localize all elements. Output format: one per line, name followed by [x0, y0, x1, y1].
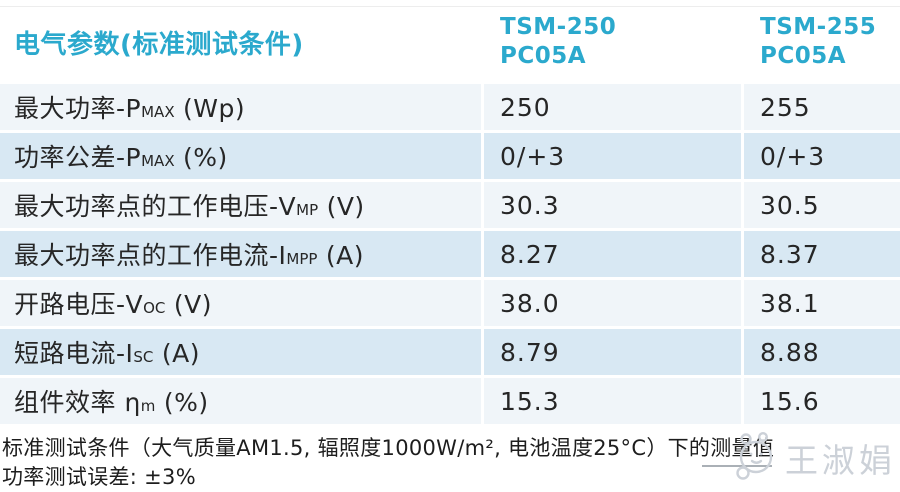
model-name: TSM-255 [760, 14, 877, 40]
tsm-255-value: 8.88 [744, 329, 900, 375]
tsm-250-value: 0/+3 [484, 133, 744, 179]
col-header-tsm-250-label: TSM-250 PC05A [500, 13, 616, 71]
footnote-line-1: 标准测试条件（大气质量AM1.5, 辐照度1000W/m², 电池温度25°C）… [2, 436, 775, 460]
tsm-250-value: 15.3 [484, 378, 744, 424]
param-label: 开路电压-VOC (V) [0, 280, 484, 326]
param-header-title: 电气参数(标准测试条件) [14, 29, 304, 60]
table-row-pmax: 最大功率-PMAX (Wp) 250 255 [0, 84, 900, 130]
table-row-tolerance: 功率公差-PMAX (%) 0/+3 0/+3 [0, 133, 900, 179]
table-header-row: 电气参数(标准测试条件) TSM-250 PC05A TSM-255 PC05A [0, 0, 900, 84]
model-name: TSM-250 [500, 14, 617, 40]
top-divider [0, 6, 900, 7]
watermark: 王淑娟 [733, 430, 896, 486]
tsm-250-value: 8.79 [484, 329, 744, 375]
table-row-voc: 开路电压-VOC (V) 38.0 38.1 [0, 280, 900, 326]
param-label: 最大功率点的工作电压-VMP (V) [0, 182, 484, 228]
tsm-255-value: 30.5 [744, 182, 900, 228]
tsm-250-value: 8.27 [484, 231, 744, 277]
param-label: 功率公差-PMAX (%) [0, 133, 484, 179]
col-header-tsm-250: TSM-250 PC05A [484, 0, 744, 84]
param-label: 短路电流-ISC (A) [0, 329, 484, 375]
footnote-rule [702, 465, 772, 467]
table-row-impp: 最大功率点的工作电流-IMPP (A) 8.27 8.37 [0, 231, 900, 277]
footnote-line-2: 功率测试误差: ±3% [2, 465, 196, 489]
param-header-cell: 电气参数(标准测试条件) [0, 0, 484, 84]
tsm-255-value: 0/+3 [744, 133, 900, 179]
col-header-tsm-255: TSM-255 PC05A [744, 0, 900, 84]
tsm-250-value: 38.0 [484, 280, 744, 326]
table-row-isc: 短路电流-ISC (A) 8.79 8.88 [0, 329, 900, 375]
cartoon-face-icon [733, 430, 777, 486]
tsm-255-value: 38.1 [744, 280, 900, 326]
series-name: PC05A [500, 43, 587, 69]
param-label: 最大功率点的工作电流-IMPP (A) [0, 231, 484, 277]
param-label: 最大功率-PMAX (Wp) [0, 84, 484, 130]
tsm-250-value: 250 [484, 84, 744, 130]
col-header-tsm-255-label: TSM-255 PC05A [760, 13, 876, 71]
tsm-250-value: 30.3 [484, 182, 744, 228]
table-row-efficiency: 组件效率 ηm (%) 15.3 15.6 [0, 378, 900, 424]
tsm-255-value: 255 [744, 84, 900, 130]
series-name: PC05A [760, 43, 847, 69]
tsm-255-value: 8.37 [744, 231, 900, 277]
tsm-255-value: 15.6 [744, 378, 900, 424]
watermark-name: 王淑娟 [785, 441, 896, 480]
table-row-vmp: 最大功率点的工作电压-VMP (V) 30.3 30.5 [0, 182, 900, 228]
param-label: 组件效率 ηm (%) [0, 378, 484, 424]
footnotes: 标准测试条件（大气质量AM1.5, 辐照度1000W/m², 电池温度25°C）… [2, 434, 774, 492]
